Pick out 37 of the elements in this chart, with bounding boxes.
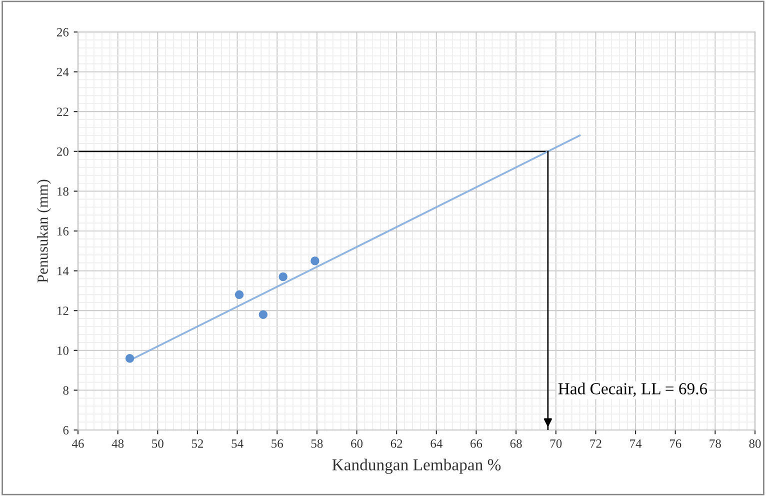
x-tick-label: 74 [630, 439, 642, 448]
ref-line-label: Had Cecair, LL = 69.6 [558, 382, 708, 397]
point [258, 310, 268, 319]
point [310, 256, 320, 266]
x-tick-label: 54 [232, 439, 244, 448]
y-tick-label: 14 [58, 266, 69, 276]
x-tick-label: 56 [272, 439, 283, 448]
x-tick-label: 78 [710, 439, 721, 448]
x-tick-label: 48 [112, 439, 124, 448]
x-tick-label: 62 [390, 439, 402, 448]
point [278, 272, 288, 282]
x-tick-label: 80 [749, 439, 761, 448]
x-tick-label: 76 [670, 439, 682, 448]
point [234, 290, 244, 300]
x-tick-label: 72 [590, 439, 602, 448]
x-tick-label: 60 [351, 439, 363, 448]
x-tick-label: 66 [470, 439, 482, 448]
y-tick-label: 24 [57, 68, 69, 76]
x-axis-title: Kandungan Lembapan % [332, 458, 501, 474]
point [125, 354, 134, 363]
x-tick-label: 58 [311, 439, 323, 448]
x-tick-label: 50 [152, 439, 164, 448]
y-tick-label: 26 [57, 28, 69, 36]
y-tick-label: 12 [58, 306, 68, 315]
y-tick-label: 10 [58, 346, 68, 355]
y-tick-label: 20 [57, 147, 68, 156]
y-tick-label: 8 [63, 386, 68, 395]
x-tick-label: 68 [510, 439, 522, 448]
y-tick-label: 16 [58, 227, 69, 236]
y-tick-label: 6 [63, 426, 69, 434]
x-tick-label: 52 [192, 439, 204, 448]
y-tick-label: 22 [57, 108, 68, 116]
x-tick-label: 70 [550, 439, 562, 448]
x-tick-label: 64 [430, 439, 442, 448]
y-tick-label: 18 [58, 187, 68, 196]
y-axis-title: Penusukan (mm) [37, 180, 51, 283]
x-tick-label: 46 [72, 439, 84, 448]
